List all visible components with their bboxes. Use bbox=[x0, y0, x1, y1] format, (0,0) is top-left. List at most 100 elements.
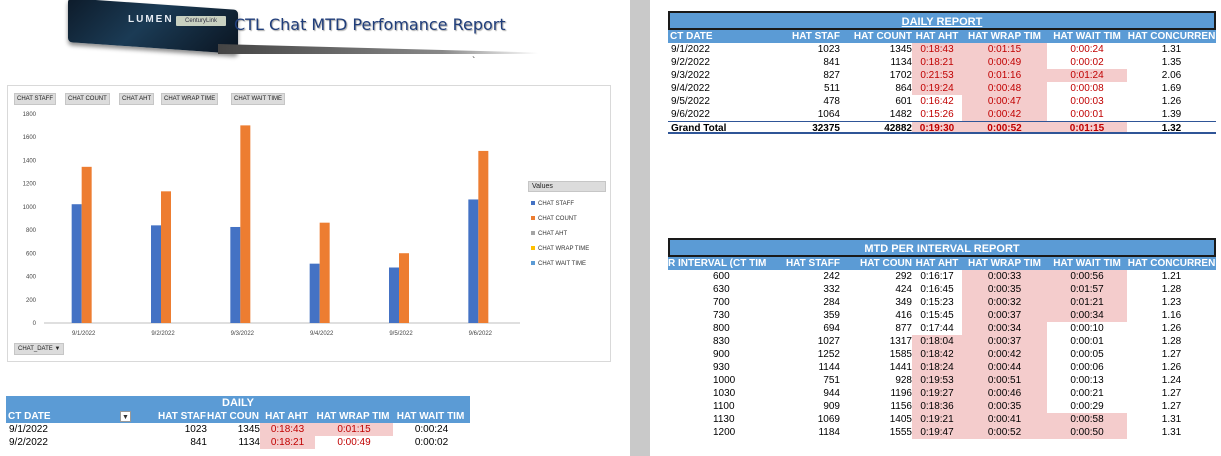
table-cell: 0:00:34 bbox=[962, 322, 1047, 335]
table-cell: 1023 bbox=[184, 424, 207, 435]
bar-chat-staff bbox=[151, 225, 161, 323]
table-cell: 2.06 bbox=[1161, 70, 1182, 81]
table-cell: 1.16 bbox=[1161, 310, 1182, 321]
daily-table-header: CT DATE ▼ HAT STAF HAT COUN HAT AHT HAT WRAP … bbox=[6, 410, 470, 423]
table-cell: 0:16:42 bbox=[920, 96, 954, 107]
bar-chat-count bbox=[161, 191, 171, 323]
column-header: HAT COUNT bbox=[853, 31, 912, 42]
table-cell: 9/2/2022 bbox=[671, 57, 710, 68]
y-tick-label: 200 bbox=[26, 298, 37, 304]
table-cell: 0:18:21 bbox=[260, 436, 315, 449]
table-cell: 928 bbox=[895, 375, 912, 386]
table-cell: 0:00:35 bbox=[962, 283, 1047, 296]
table-cell: 1.26 bbox=[1161, 323, 1182, 334]
table-cell: 1345 bbox=[237, 424, 260, 435]
column-header: HAT WRAP TIM bbox=[316, 411, 390, 422]
chat-date-filter[interactable]: CHAT_DATE ▼ bbox=[14, 343, 65, 355]
field-button-chat-aht[interactable]: CHAT AHT bbox=[119, 93, 155, 105]
interval-report-table: MTD PER INTERVAL REPORT R INTERVAL (CT T… bbox=[668, 238, 1216, 439]
table-cell: 1.28 bbox=[1161, 284, 1182, 295]
table-cell: 1134 bbox=[890, 57, 912, 68]
field-button-chat-wait-time[interactable]: CHAT WAIT TIME bbox=[231, 93, 286, 105]
column-header: HAT COUN bbox=[859, 258, 912, 269]
table-row: 830 1027 1317 0:18:04 0:00:37 0:00:01 1.28 bbox=[668, 335, 1216, 348]
legend-item-chat-wrap-time: CHAT WRAP TIME bbox=[528, 246, 606, 252]
daily-report-body: CT DATE HAT STAF HAT COUNT HAT AHT HAT WRAP … bbox=[668, 30, 1216, 134]
table-cell: 1.27 bbox=[1161, 388, 1182, 399]
bar-chat-staff bbox=[468, 199, 479, 323]
table-cell: 0:15:45 bbox=[920, 310, 954, 321]
table-row: 9/1/2022 1023 1345 0:18:43 0:01:15 0:00:24 1.3… bbox=[668, 43, 1216, 56]
field-button-chat-count[interactable]: CHAT COUNT bbox=[65, 93, 110, 105]
column-header: HAT COUN bbox=[206, 411, 259, 422]
interval-report-body: R INTERVAL (CT TIM HAT STAFF HAT COUN HAT A… bbox=[668, 257, 1216, 439]
table-cell: 841 bbox=[823, 57, 840, 68]
filter-dropdown-icon[interactable]: ▼ bbox=[120, 411, 131, 422]
table-row: 1000 751 928 0:19:53 0:00:51 0:00:13 1.24 bbox=[668, 374, 1216, 387]
table-cell: 0:00:51 bbox=[962, 374, 1047, 387]
table-cell: 1023 bbox=[817, 44, 840, 55]
total-cell: 0:01:15 bbox=[1047, 122, 1127, 132]
table-cell: 0:18:43 bbox=[260, 423, 315, 436]
column-header: HAT AHT bbox=[265, 411, 308, 422]
report-banner: LUMEN CenturyLink CTL Chat MTD Perfomanc… bbox=[68, 0, 538, 54]
x-tick-label: 9/1/2022 bbox=[72, 331, 96, 337]
x-tick-label: 9/2/2022 bbox=[151, 331, 175, 337]
pivot-chart[interactable]: 0 200 400 600 800 1000 1200 1400 1600 1800 9/1/202… bbox=[7, 85, 611, 362]
y-tick-label: 1600 bbox=[23, 135, 37, 141]
table-cell: 292 bbox=[895, 271, 912, 282]
brand-name: LUMEN bbox=[128, 14, 174, 25]
table-cell: 0:00:48 bbox=[962, 82, 1047, 95]
field-button-chat-wrap-time[interactable]: CHAT WRAP TIME bbox=[161, 93, 219, 105]
table-cell: 1345 bbox=[889, 44, 912, 55]
table-cell: 0:00:24 bbox=[414, 424, 449, 435]
table-row: 9/1/2022 1023 1345 0:18:43 0:01:15 0:00:24 bbox=[6, 423, 470, 436]
table-cell: 0:00:08 bbox=[1070, 83, 1104, 94]
table-cell: 9/2/2022 bbox=[9, 437, 48, 448]
daily-table-body: CT DATE ▼ HAT STAF HAT COUN HAT AHT HAT WRAP … bbox=[6, 410, 470, 449]
table-cell: 9/6/2022 bbox=[671, 109, 710, 120]
column-header: CT DATE bbox=[8, 411, 51, 422]
table-cell: 1196 bbox=[890, 388, 912, 399]
table-cell: 1.26 bbox=[1161, 96, 1182, 107]
report-title: CTL Chat MTD Perfomance Report bbox=[234, 15, 506, 34]
table-cell: 0:18:21 bbox=[912, 56, 962, 69]
x-tick-label: 9/6/2022 bbox=[469, 331, 493, 337]
table-cell: 0:18:43 bbox=[912, 43, 962, 56]
table-cell: 1702 bbox=[889, 70, 912, 81]
table-row: 9/6/2022 1064 1482 0:15:26 0:00:42 0:00:01 1.3… bbox=[668, 108, 1216, 121]
table-row: 9/2/2022 841 1134 0:18:21 0:00:49 0:00:02 1.35 bbox=[668, 56, 1216, 69]
legend-title: Values bbox=[528, 181, 606, 192]
x-tick-label: 9/4/2022 bbox=[310, 331, 334, 337]
table-cell: 0:00:42 bbox=[962, 348, 1047, 361]
table-cell: 1.31 bbox=[1161, 427, 1182, 438]
table-cell: 0:01:15 bbox=[962, 43, 1047, 56]
table-cell: 0:00:33 bbox=[962, 270, 1047, 283]
table-row: 900 1252 1585 0:18:42 0:00:42 0:00:05 1.27 bbox=[668, 348, 1216, 361]
table-row: 9/2/2022 841 1134 0:18:21 0:00:49 0:00:02 bbox=[6, 436, 470, 449]
table-cell: 0:00:50 bbox=[1047, 426, 1127, 439]
table-cell: 0:00:46 bbox=[962, 387, 1047, 400]
table-cell: 0:01:21 bbox=[1047, 296, 1127, 309]
table-cell: 601 bbox=[895, 96, 912, 107]
table-cell: 1585 bbox=[889, 349, 912, 360]
table-row: 600 242 292 0:16:17 0:00:33 0:00:56 1.21 bbox=[668, 270, 1216, 283]
column-header: HAT AHT bbox=[915, 31, 959, 42]
table-cell: 1.27 bbox=[1161, 349, 1182, 360]
table-cell: 478 bbox=[823, 96, 840, 107]
legend-swatch bbox=[531, 201, 535, 206]
y-tick-label: 1800 bbox=[23, 112, 37, 118]
column-header: HAT CONCURREN bbox=[1127, 258, 1216, 269]
field-button-chat-staff[interactable]: CHAT STAFF bbox=[14, 93, 56, 105]
chart-legend: Values CHAT STAFF CHAT COUNT CHAT AHT CH… bbox=[528, 181, 606, 267]
column-header: HAT STAFF bbox=[785, 258, 840, 269]
table-cell: 1184 bbox=[818, 427, 840, 438]
table-cell: 0:00:34 bbox=[1047, 309, 1127, 322]
bar-chat-count bbox=[319, 222, 330, 323]
table-cell: 0:00:29 bbox=[1070, 401, 1104, 412]
y-tick-label: 1000 bbox=[23, 205, 37, 211]
table-cell: 1405 bbox=[889, 414, 912, 425]
daily-table: DAILY CT DATE ▼ HAT STAF HAT COUN HAT AHT HAT… bbox=[6, 396, 470, 449]
table-row: 9/5/2022 478 601 0:16:42 0:00:47 0:00:03 1.26 bbox=[668, 95, 1216, 108]
bar-chat-staff bbox=[309, 263, 320, 323]
